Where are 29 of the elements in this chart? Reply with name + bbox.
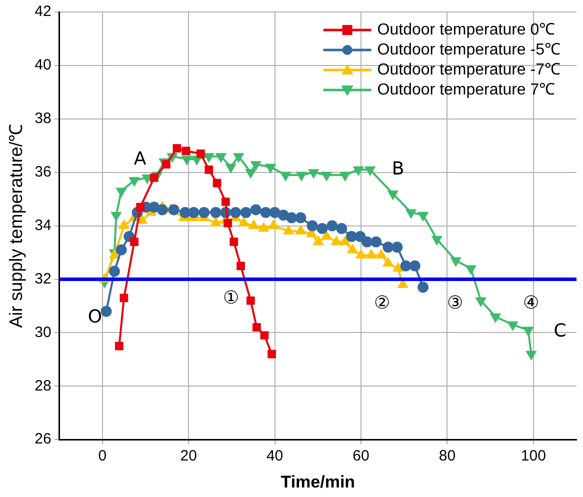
y-tick-label: 34 bbox=[34, 216, 52, 234]
legend-label: Outdoor temperature -7℃ bbox=[377, 61, 561, 78]
annotation: C bbox=[554, 320, 566, 342]
y-tick-label: 40 bbox=[34, 56, 52, 74]
x-tick-label: 80 bbox=[438, 448, 456, 465]
annotation: O bbox=[88, 306, 102, 328]
x-axis-title: Time/min bbox=[280, 472, 356, 492]
y-tick-label: 42 bbox=[34, 3, 52, 20]
x-tick-label: 40 bbox=[266, 448, 284, 465]
annotation: B bbox=[392, 158, 404, 180]
x-tick-label: 60 bbox=[352, 448, 370, 465]
y-axis-title: Air supply temperature/℃ bbox=[6, 124, 26, 328]
legend-label: Outdoor temperature -5℃ bbox=[377, 41, 561, 58]
annotation: ② bbox=[374, 292, 390, 314]
annotation: ③ bbox=[446, 292, 464, 314]
y-tick-label: 38 bbox=[34, 110, 52, 128]
legend-label: Outdoor temperature 7℃ bbox=[377, 81, 556, 98]
x-tick-label: 100 bbox=[520, 448, 546, 465]
annotation: ④ bbox=[522, 292, 540, 314]
annotation: ① bbox=[222, 288, 240, 309]
y-tick-label: 26 bbox=[34, 430, 52, 448]
y-tick-label: 36 bbox=[34, 163, 52, 180]
legend-label: Outdoor temperature 0℃ bbox=[377, 21, 556, 38]
y-tick-label: 32 bbox=[34, 270, 52, 288]
x-tick-label: 0 bbox=[98, 448, 107, 465]
x-tick-label: 20 bbox=[180, 448, 197, 465]
y-tick-label: 30 bbox=[34, 324, 52, 341]
annotation: A bbox=[134, 148, 147, 170]
y-tick-label: 28 bbox=[34, 377, 52, 394]
